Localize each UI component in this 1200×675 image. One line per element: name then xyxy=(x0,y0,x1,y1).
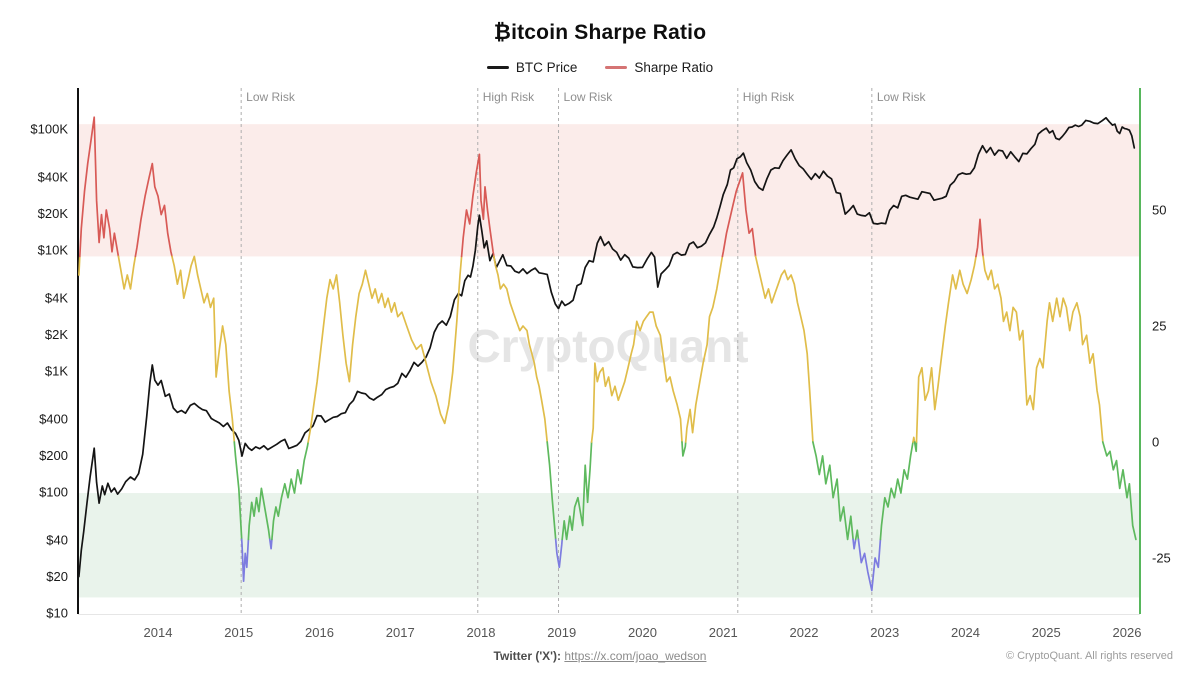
sharpe-ratio-segment xyxy=(812,441,854,541)
sharpe-ratio-segment xyxy=(975,218,984,258)
x-axis-tick: 2021 xyxy=(709,625,738,640)
sharpe-ratio-segment xyxy=(982,255,1104,443)
sharpe-ratio-segment xyxy=(554,538,564,569)
sharpe-ratio-segment xyxy=(684,255,724,443)
btc-price-line-swatch xyxy=(486,66,509,69)
twitter-link[interactable]: https://x.com/joao_wedson xyxy=(564,649,707,663)
left-axis-tick: $400 xyxy=(39,412,68,427)
x-axis-tick: 2015 xyxy=(224,625,253,640)
legend-label: Sharpe Ratio xyxy=(634,60,714,75)
left-axis-tick: $20 xyxy=(46,569,68,584)
x-axis-tick: 2025 xyxy=(1032,625,1061,640)
chart-title: ₿itcoin Sharpe Ratio xyxy=(493,21,707,44)
sharpe-ratio-segment xyxy=(721,172,757,258)
low-risk-band xyxy=(79,493,1139,598)
x-axis-tick: 2014 xyxy=(144,625,173,640)
x-axis-tick: 2019 xyxy=(547,625,576,640)
left-axis-tick: $100 xyxy=(39,485,68,500)
sharpe-ratio-segment xyxy=(879,441,914,541)
sharpe-ratio-segment xyxy=(240,538,250,583)
sharpe-ratio-segment xyxy=(460,153,495,258)
left-axis-tick: $100K xyxy=(30,122,68,137)
sharpe-ratio-segment xyxy=(247,487,271,541)
left-axis-tick: $40K xyxy=(38,170,69,185)
sharpe-ratio-segment xyxy=(854,529,860,541)
sharpe-ratio-segment xyxy=(681,441,687,457)
x-axis-tick: 2022 xyxy=(790,625,819,640)
left-axis-tick: $40 xyxy=(46,533,68,548)
risk-marker-label: Low Risk xyxy=(564,90,614,104)
x-axis-tick: 2026 xyxy=(1113,625,1142,640)
sharpe-ratio-segment xyxy=(1101,441,1137,541)
copyright-notice: © CryptoQuant. All rights reserved xyxy=(1005,650,1173,662)
sharpe-ratio-segment xyxy=(590,311,683,443)
left-axis-tick: $200 xyxy=(39,448,68,463)
sharpe-ratio-segment xyxy=(561,441,593,541)
sharpe-ratio-segment xyxy=(171,255,236,443)
sharpe-ratio-segment xyxy=(134,162,173,258)
risk-marker-label: High Risk xyxy=(483,90,535,104)
left-axis-tick: $10K xyxy=(38,243,69,258)
risk-marker-label: Low Risk xyxy=(877,90,927,104)
footer-attribution: Twitter ('X'): https://x.com/joao_wedson xyxy=(0,649,1200,663)
sharpe-ratio-segment xyxy=(913,441,918,453)
x-axis-tick: 2024 xyxy=(951,625,980,640)
left-axis-tick: $20K xyxy=(38,206,69,221)
watermark: CryptoQuant xyxy=(467,320,748,372)
sharpe-ratio-segment xyxy=(307,255,463,443)
btc-price-line xyxy=(78,116,1136,578)
risk-marker-label: High Risk xyxy=(743,90,795,104)
right-axis-tick: 0 xyxy=(1152,435,1159,450)
x-axis-tick: 2023 xyxy=(870,625,899,640)
sharpe-ratio-segment xyxy=(493,255,549,443)
sharpe-ratio-segment xyxy=(78,255,81,276)
legend-item-btc-price: BTC Price xyxy=(486,60,578,75)
sharpe-ratio-segment xyxy=(857,538,882,592)
x-axis-tick: 2017 xyxy=(386,625,415,640)
x-axis-tick: 2016 xyxy=(305,625,334,640)
sharpe-ratio-segment xyxy=(852,538,857,550)
x-axis-tick: 2018 xyxy=(467,625,496,640)
sharpe-ratio-segment xyxy=(546,441,557,541)
sharpe-ratio-segment xyxy=(268,538,273,550)
risk-marker-label: Low Risk xyxy=(246,90,296,104)
sharpe-ratio-line-swatch xyxy=(605,66,628,69)
sharpe-ratio-segment xyxy=(754,255,814,443)
left-axis-tick: $10 xyxy=(46,606,68,621)
sharpe-ratio-segment xyxy=(78,116,120,258)
sharpe-ratio-segment xyxy=(233,441,243,541)
sharpe-ratio-segment xyxy=(271,441,310,541)
sharpe-ratio-segment xyxy=(915,255,977,443)
legend-item-sharpe-ratio: Sharpe Ratio xyxy=(605,60,713,75)
right-axis-tick: 50 xyxy=(1152,203,1166,218)
high-risk-band xyxy=(79,124,1139,257)
sharpe-ratio-segment xyxy=(912,436,916,443)
left-axis-tick: $1K xyxy=(45,364,68,379)
x-axis-tick: 2020 xyxy=(628,625,657,640)
right-axis-tick: 25 xyxy=(1152,319,1166,334)
twitter-label: Twitter ('X'): xyxy=(493,649,562,663)
left-axis-tick: $4K xyxy=(45,291,68,306)
left-axis-tick: $2K xyxy=(45,327,68,342)
right-axis-tick: -25 xyxy=(1152,551,1171,566)
legend-label: BTC Price xyxy=(515,60,578,75)
legend: BTC Price Sharpe Ratio xyxy=(0,60,1200,75)
sharpe-ratio-segment xyxy=(117,255,137,290)
